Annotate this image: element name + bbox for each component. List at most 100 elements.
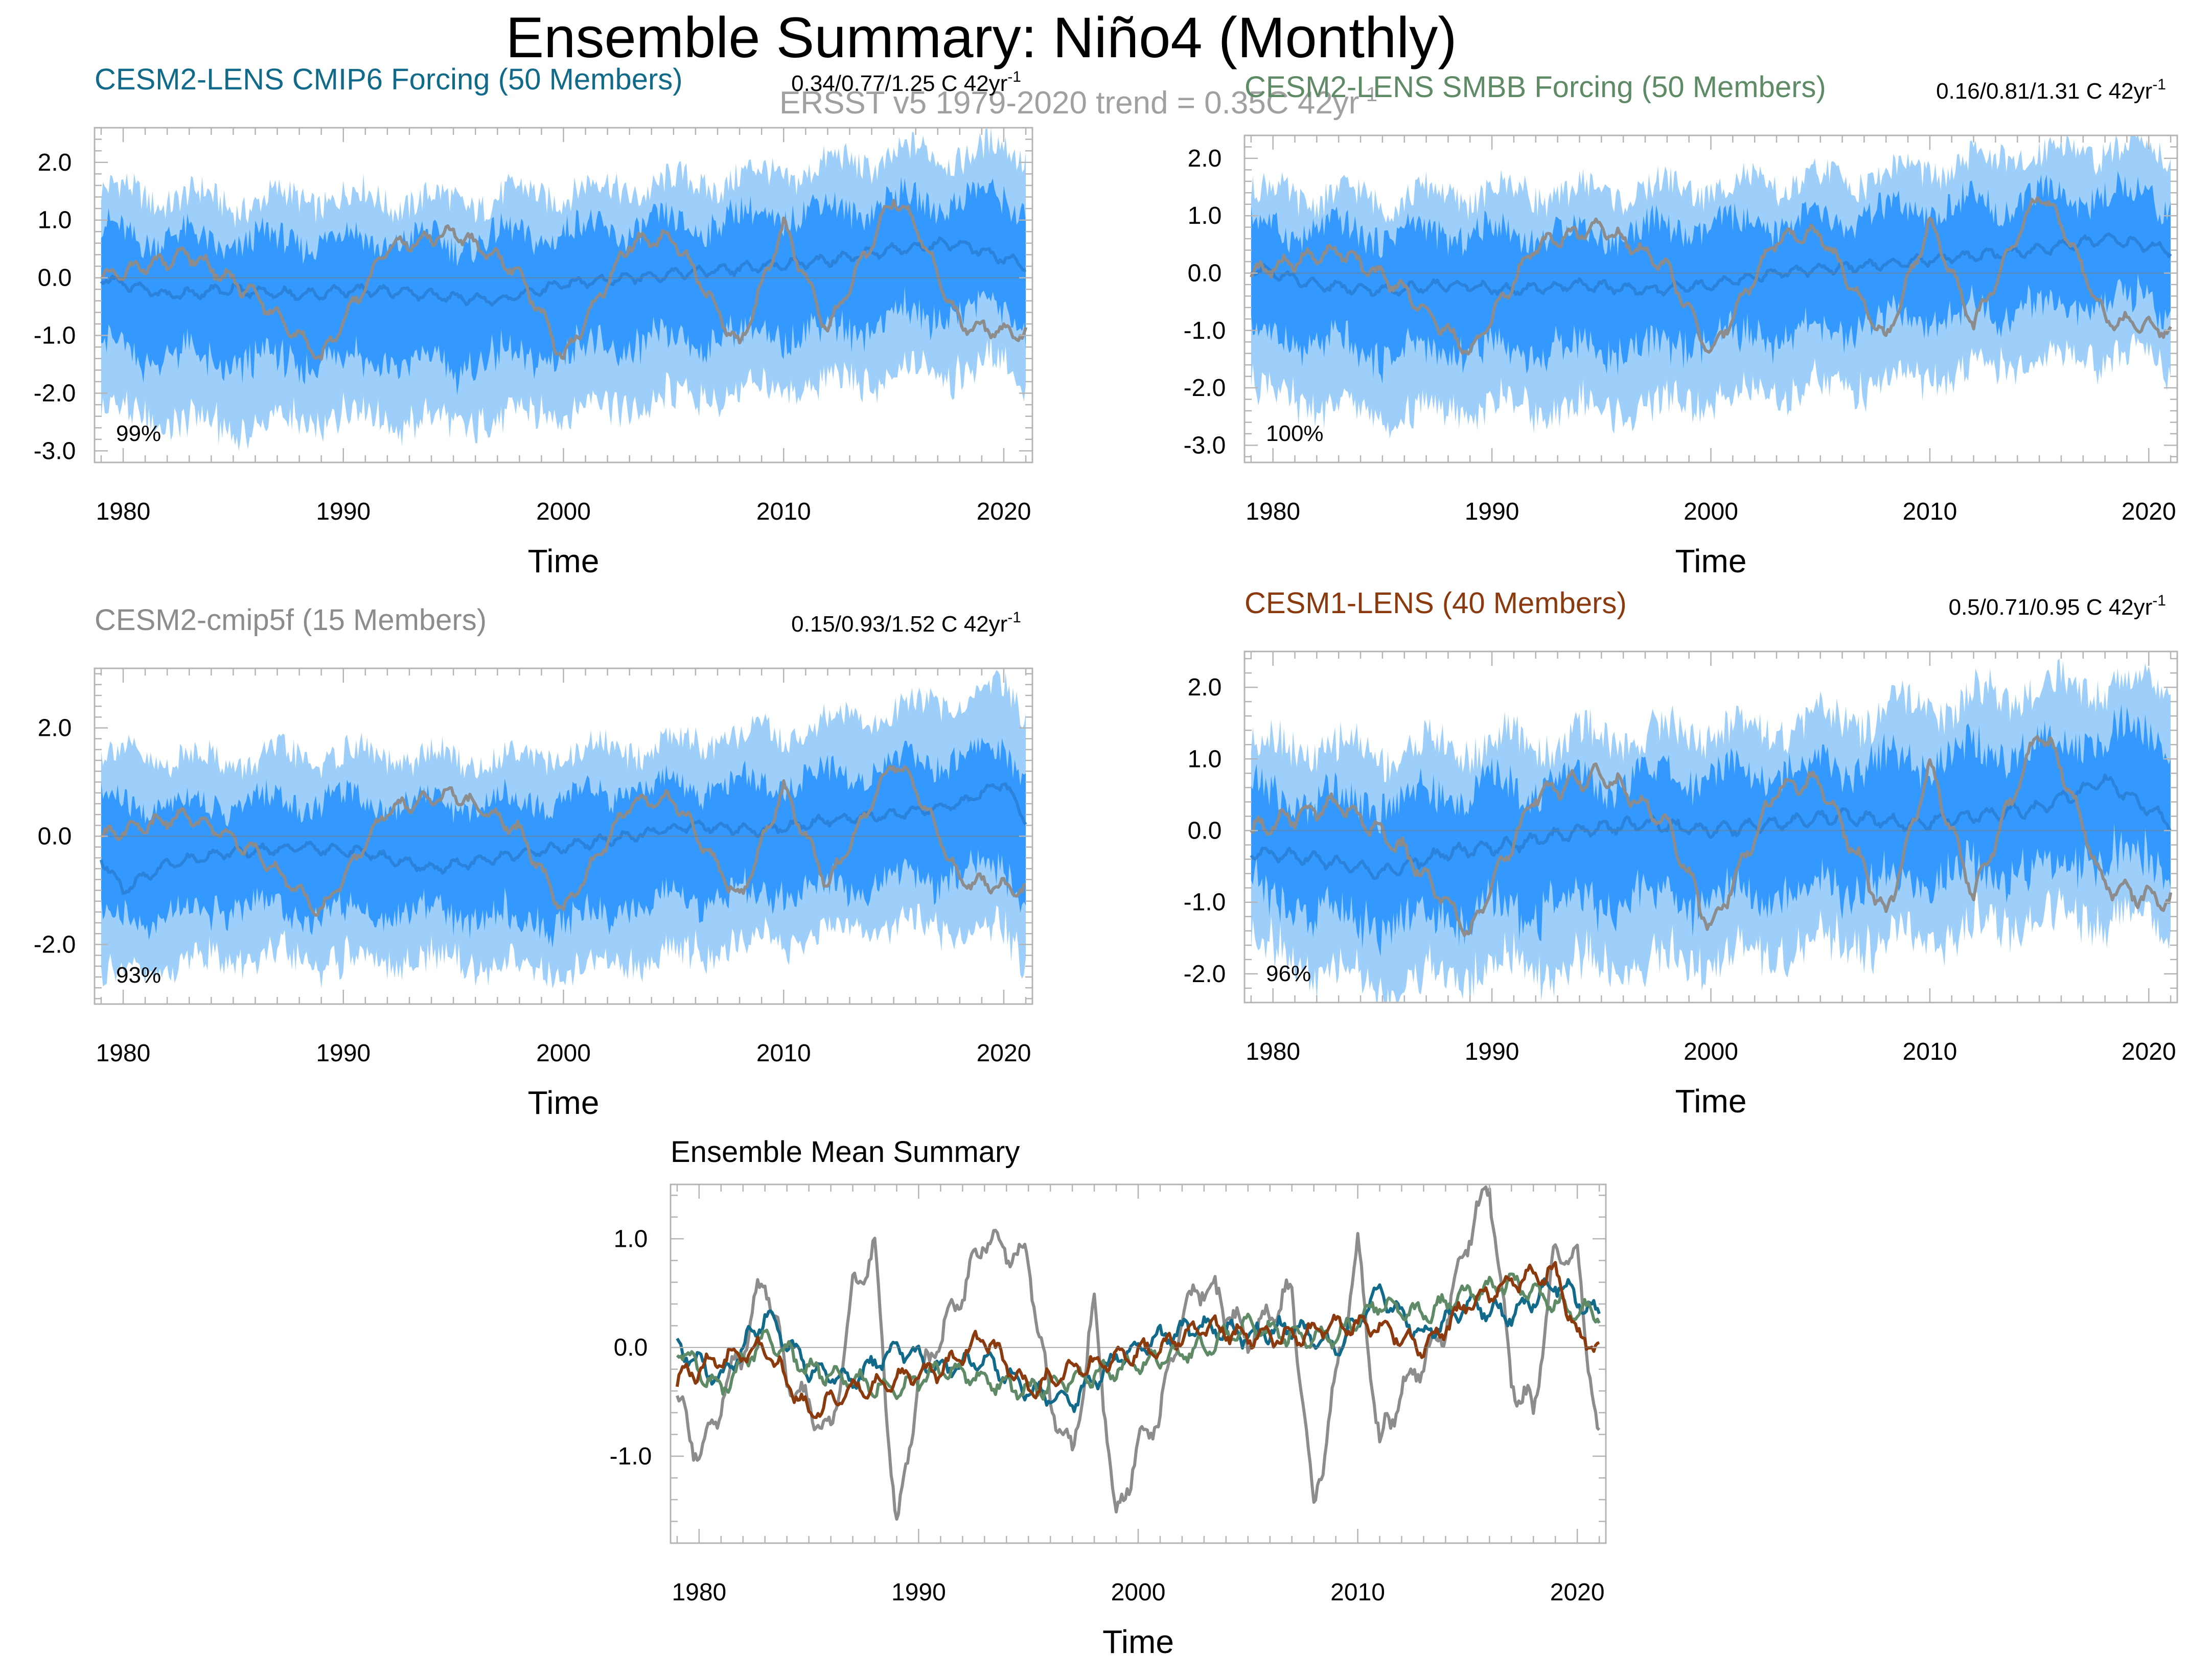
trend-annotation-text: 0.15/0.93/1.52 C 42yr: [791, 612, 1007, 637]
x-tick-label: 1990: [891, 1579, 946, 1606]
series-band_inner: [1251, 171, 2171, 384]
trend-annotation: 0.16/0.81/1.31 C 42yr-1: [1936, 76, 2166, 104]
trend-annotation-superscript: -1: [2152, 76, 2166, 93]
x-tick-label: 2010: [1330, 1579, 1385, 1606]
x-tick-label: 2010: [756, 498, 811, 525]
x-axis-label: Time: [528, 1084, 600, 1121]
y-tick-label: 2.0: [1188, 145, 1222, 172]
x-tick-label: 1980: [672, 1579, 726, 1606]
y-tick-label: -2.0: [1184, 961, 1226, 988]
x-tick-label: 2000: [536, 498, 591, 525]
chart-panel-5: -1.0 0.0 1.0 1980 1990 2000 2010 2020 Time Ensemb…: [610, 1135, 1607, 1660]
y-tick-label: 0.0: [1188, 818, 1222, 845]
x-tick-label: 2000: [1684, 498, 1738, 525]
y-tick-label: 1.0: [614, 1225, 648, 1252]
trend-annotation: 0.15/0.93/1.52 C 42yr-1: [791, 609, 1021, 637]
subtitle: ERSST v5 1979-2020 trend = 0.35C 42yr-1: [779, 83, 1377, 121]
x-axis-label: Time: [1675, 543, 1747, 579]
series-line-observed: [100, 199, 1027, 361]
y-tick-label: 1.0: [38, 207, 72, 234]
x-tick-label: 1990: [1465, 498, 1519, 525]
trend-annotation-superscript: -1: [1007, 609, 1021, 626]
chart-panel-1: -3.0 -2.0 -1.0 0.0 1.0 2.0 1980 1990 2000 2010 202…: [34, 63, 1033, 579]
series-line-cesm2_smbb: [676, 1272, 1601, 1401]
plot-data-group: [671, 1185, 1606, 1521]
x-tick-label: 2010: [1903, 498, 1957, 525]
chart-title: CESM1-LENS (40 Members): [1245, 587, 1627, 620]
plot-data-group: [95, 128, 1032, 451]
trend-annotation-superscript: -1: [1007, 68, 1021, 85]
trend-annotation-text: 0.34/0.77/1.25 C 42yr: [791, 71, 1007, 96]
x-axis-label: Time: [528, 543, 600, 579]
plot-data-group: [95, 670, 1032, 989]
y-tick-label: 2.0: [38, 149, 72, 176]
percent-label: 100%: [1266, 421, 1324, 446]
y-tick-label: -1.0: [1184, 889, 1226, 916]
y-tick-label: 1.0: [1188, 202, 1222, 229]
trend-annotation-text: 0.16/0.81/1.31 C 42yr: [1936, 79, 2152, 104]
y-tick-label: -2.0: [34, 380, 76, 407]
page-title: Ensemble Summary: Niño4 (Monthly): [505, 6, 1457, 69]
chart-title: CESM2-LENS SMBB Forcing (50 Members): [1245, 71, 1826, 104]
series-line-ensemble_mean: [1250, 773, 2172, 880]
trend-annotation: 0.34/0.77/1.25 C 42yr-1: [791, 68, 1021, 96]
x-tick-label: 2010: [1903, 1038, 1957, 1065]
y-tick-label: -3.0: [1184, 432, 1226, 459]
x-tick-label: 1980: [96, 498, 151, 525]
x-tick-label: 2020: [2122, 1038, 2176, 1065]
x-tick-label: 2010: [756, 1040, 811, 1067]
series-line-observed: [100, 764, 1026, 917]
plot-data-group: [1245, 135, 2177, 438]
x-tick-label: 1990: [316, 1040, 371, 1067]
x-tick-label: 1990: [1465, 1038, 1519, 1065]
y-tick-label: 2.0: [1188, 674, 1222, 701]
percent-label: 99%: [116, 421, 161, 446]
y-tick-label: -1.0: [34, 322, 76, 350]
series-line-ensemble_mean: [1250, 232, 2172, 297]
series-line-observed: [1250, 196, 2172, 356]
series-line-cesm2_cmip6: [676, 1277, 1601, 1413]
y-tick-label: 2.0: [38, 715, 72, 742]
y-tick-label: 0.0: [1188, 260, 1222, 287]
trend-annotation-superscript: -1: [2152, 592, 2166, 609]
y-tick-label: -2.0: [34, 931, 76, 958]
subtitle-text: ERSST v5 1979-2020 trend = 0.35C 42yr: [779, 85, 1360, 121]
x-tick-label: 2020: [977, 1040, 1031, 1067]
x-tick-label: 2000: [536, 1040, 591, 1067]
plot-area: [671, 1184, 1606, 1543]
y-tick-label: -1.0: [610, 1443, 652, 1470]
y-tick-label: 0.0: [38, 265, 72, 292]
chart-title: Ensemble Mean Summary: [671, 1135, 1020, 1169]
x-axis-label: Time: [1102, 1623, 1174, 1660]
trend-annotation-text: 0.5/0.71/0.95 C 42yr: [1949, 595, 2153, 620]
x-tick-label: 2000: [1684, 1038, 1738, 1065]
x-tick-label: 2020: [977, 498, 1031, 525]
x-tick-label: 1980: [96, 1040, 151, 1067]
chart-panel-4: -2.0 -1.0 0.0 1.0 2.0 1980 1990 2000 2010 2020 Tim…: [1184, 587, 2178, 1120]
x-axis-label: Time: [1675, 1083, 1747, 1120]
percent-label: 96%: [1266, 961, 1311, 986]
plot-data-group: [1245, 658, 2177, 1003]
y-tick-label: 0.0: [38, 823, 72, 850]
series-line-observed: [1250, 735, 2173, 937]
x-tick-label: 1990: [316, 498, 371, 525]
x-tick-label: 2020: [1550, 1579, 1605, 1606]
panels-layer: -3.0 -2.0 -1.0 0.0 1.0 2.0 1980 1990 2000 2010 202…: [34, 63, 2178, 1660]
x-tick-label: 2000: [1111, 1579, 1166, 1606]
subtitle-superscript: -1: [1359, 83, 1377, 106]
x-tick-label: 1980: [1246, 498, 1300, 525]
y-tick-label: -2.0: [1184, 375, 1226, 402]
trend-annotation: 0.5/0.71/0.95 C 42yr-1: [1949, 592, 2166, 620]
x-tick-label: 2020: [2122, 498, 2176, 525]
percent-label: 93%: [116, 963, 161, 988]
y-tick-label: -1.0: [1184, 317, 1226, 344]
chart-panel-3: -2.0 0.0 2.0 1980 1990 2000 2010 2020 Time CESM2-…: [34, 603, 1033, 1121]
chart-title: CESM2-LENS CMIP6 Forcing (50 Members): [95, 63, 683, 96]
x-tick-label: 1980: [1246, 1038, 1300, 1065]
chart-panel-2: -3.0 -2.0 -1.0 0.0 1.0 2.0 1980 1990 2000 2010 202…: [1184, 71, 2178, 579]
series-line-ensemble_mean: [99, 782, 1027, 895]
y-tick-label: -3.0: [34, 437, 76, 464]
y-tick-label: 0.0: [614, 1334, 648, 1361]
y-tick-label: 1.0: [1188, 746, 1222, 773]
